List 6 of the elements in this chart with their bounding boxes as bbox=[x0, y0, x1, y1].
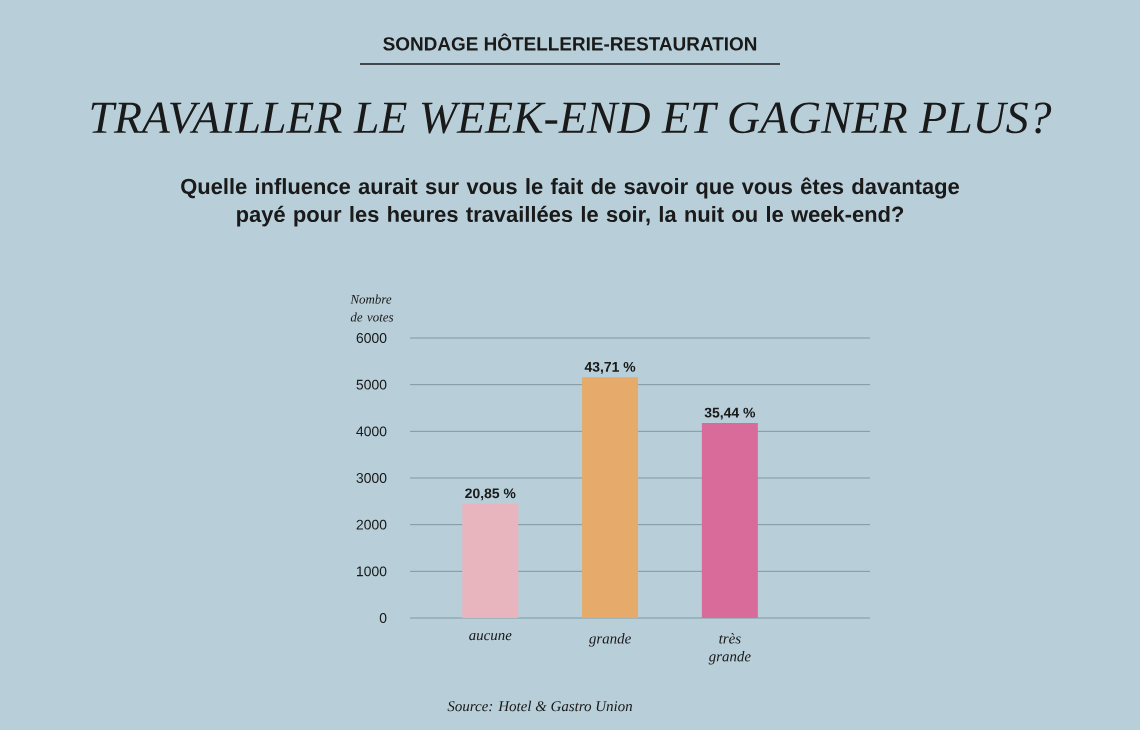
text: SONDAGE HÔTELLERIE-RESTAURATION bbox=[383, 33, 757, 51]
chart-title: TRAVAILLER LE WEEK-END ET GAGNER PLUS? bbox=[91, 102, 1052, 134]
bar bbox=[582, 377, 639, 618]
bar bbox=[701, 422, 758, 618]
bar bbox=[462, 503, 519, 618]
chart-subtitle: Quelle influence aurait sur vous le fait de savoir que vous êtes davantage payé pour les heures travaillées le soir, la nuit ou le week-end? bbox=[181, 177, 959, 227]
